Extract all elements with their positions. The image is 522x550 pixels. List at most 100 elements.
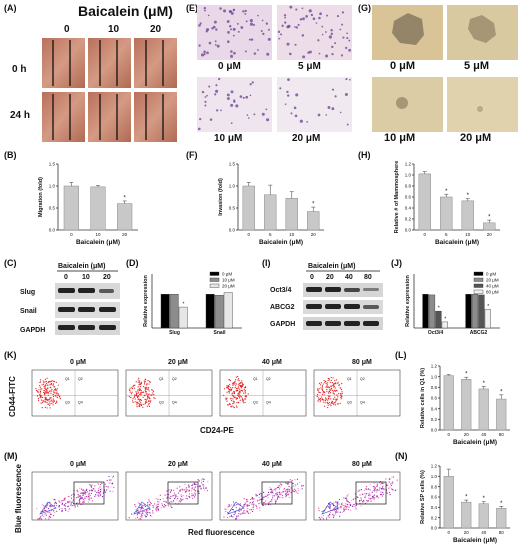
event-dot <box>369 483 371 485</box>
event-dot <box>296 478 299 480</box>
event-dot <box>77 494 79 496</box>
invaded-cell <box>223 9 227 13</box>
event-dot <box>53 380 56 383</box>
event-dot <box>382 491 384 493</box>
panel-label-n: (N) <box>395 451 408 461</box>
sp-gate <box>39 501 57 515</box>
event-dot <box>388 481 390 483</box>
event-dot <box>267 497 269 499</box>
event-dot <box>202 478 204 480</box>
panel-label-l: (L) <box>395 350 407 360</box>
event-dot <box>69 500 71 502</box>
event-dot <box>324 402 326 404</box>
event-dot <box>347 493 349 495</box>
invaded-cell <box>265 108 268 111</box>
event-dot <box>231 508 234 511</box>
event-dot <box>67 501 69 503</box>
significance-marker: * <box>500 389 503 395</box>
event-dot <box>270 488 272 491</box>
event-dot <box>44 384 47 386</box>
panel-label-a: (A) <box>4 3 17 13</box>
x-tick-label: 5 <box>445 232 448 237</box>
invaded-cell <box>205 30 208 33</box>
panel-label-f: (F) <box>186 150 198 160</box>
event-dot <box>234 397 236 399</box>
event-dot <box>56 396 58 399</box>
event-dot <box>280 492 282 494</box>
event-dot <box>141 515 143 517</box>
event-dot <box>259 507 261 509</box>
event-dot <box>157 508 159 510</box>
event-dot <box>232 516 234 518</box>
event-dot <box>237 384 239 386</box>
event-dot <box>343 507 345 509</box>
event-dot <box>294 484 297 486</box>
event-dot <box>250 503 253 505</box>
event-dot <box>373 494 375 497</box>
event-dot <box>64 505 66 507</box>
event-dot <box>138 389 141 391</box>
event-dot <box>191 494 193 496</box>
event-dot <box>54 392 56 394</box>
y-tick-label: 0.4 <box>431 406 438 411</box>
event-dot <box>134 398 136 400</box>
event-dot <box>47 387 49 390</box>
event-dot <box>239 507 241 509</box>
event-dot <box>374 497 376 499</box>
event-dot <box>327 379 329 382</box>
invaded-cell <box>334 95 337 98</box>
event-dot <box>138 388 140 390</box>
event-dot <box>298 481 301 484</box>
event-dot <box>355 507 357 509</box>
event-dot <box>317 388 319 390</box>
event-dot <box>346 495 348 497</box>
event-dot <box>181 495 183 498</box>
event-dot <box>328 392 330 394</box>
invaded-cell <box>289 52 292 56</box>
event-dot <box>336 504 338 506</box>
event-dot <box>278 485 280 487</box>
quadrant-label: Q2 <box>78 377 83 381</box>
event-dot <box>333 393 336 395</box>
event-dot <box>140 509 142 511</box>
event-dot <box>328 401 330 404</box>
invaded-cell <box>287 24 291 28</box>
invaded-cell <box>220 109 222 112</box>
event-dot <box>93 488 95 490</box>
event-dot <box>43 505 45 507</box>
x-tick-label: 10 <box>289 232 295 237</box>
event-dot <box>333 402 336 404</box>
sp-plot-frame <box>313 471 401 521</box>
invaded-cell <box>198 44 201 47</box>
event-dot <box>258 493 260 496</box>
event-dot <box>328 516 330 518</box>
event-dot <box>233 407 236 409</box>
event-dot <box>149 381 151 383</box>
event-dot <box>317 400 319 402</box>
event-dot <box>279 486 281 488</box>
event-dot <box>239 384 241 386</box>
event-dot <box>146 384 148 386</box>
bar <box>478 388 489 431</box>
panel-m-conc-2: 40 μM <box>262 461 282 468</box>
event-dot <box>267 491 270 494</box>
quadrant-label: Q1 <box>65 377 70 381</box>
event-dot <box>346 499 348 501</box>
invaded-cell <box>242 96 245 99</box>
event-dot <box>43 394 45 396</box>
event-dot <box>244 395 246 397</box>
event-dot <box>64 507 66 510</box>
event-dot <box>237 379 239 381</box>
bar <box>496 508 507 529</box>
event-dot <box>332 513 334 515</box>
bar <box>471 294 479 329</box>
event-dot <box>145 516 147 518</box>
event-dot <box>236 397 238 399</box>
invaded-cell <box>279 87 282 90</box>
event-dot <box>58 501 60 503</box>
event-dot <box>134 504 136 506</box>
event-dot <box>173 494 176 496</box>
event-dot <box>61 510 63 512</box>
event-dot <box>233 402 235 404</box>
event-dot <box>41 401 44 404</box>
